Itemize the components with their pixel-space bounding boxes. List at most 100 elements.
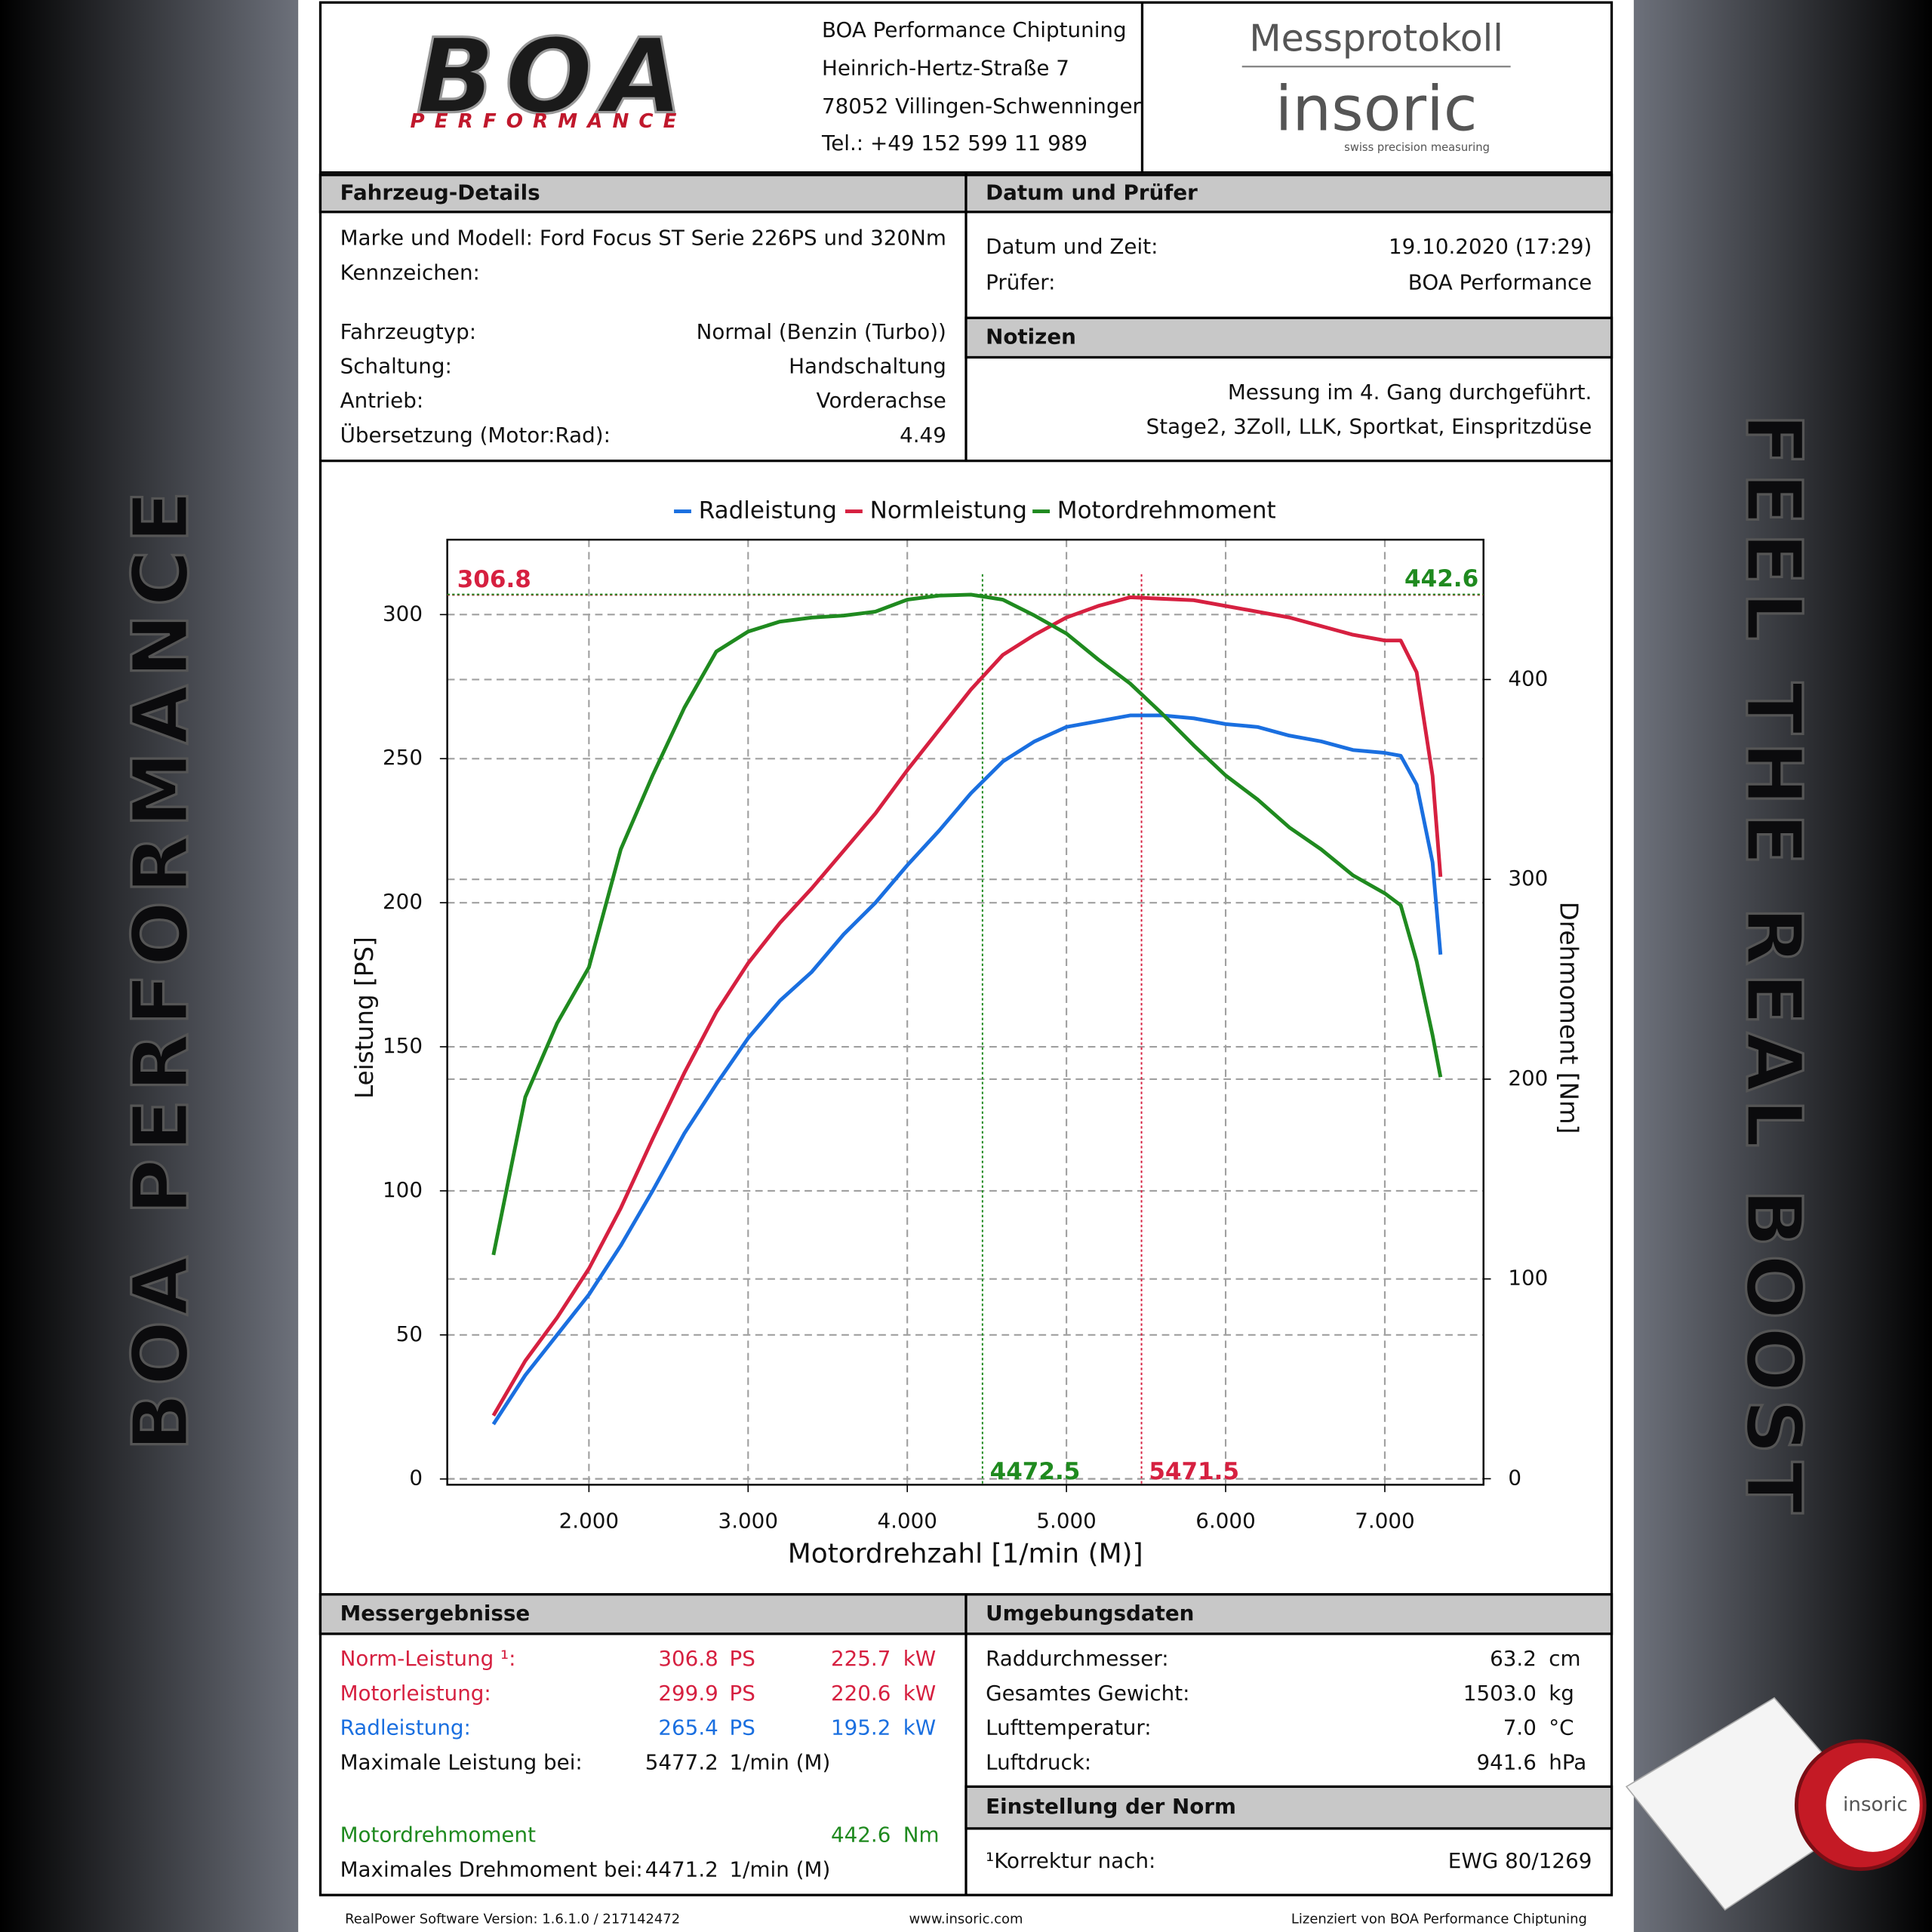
y-tick-label: 0 — [409, 1466, 423, 1491]
env-value: 7.0 — [1503, 1715, 1537, 1740]
env-label: Luftdruck: — [986, 1749, 1091, 1774]
y-tick-label: 50 — [396, 1321, 423, 1346]
y-tick-label: 100 — [383, 1177, 423, 1202]
env-value: 941.6 — [1476, 1749, 1536, 1774]
x-axis-label: Motordrehzahl [1/min (M)] — [788, 1538, 1143, 1569]
section-title: Notizen — [986, 324, 1076, 349]
plot-frame — [446, 538, 1484, 1486]
note-line: Messung im 4. Gang durchgeführt. — [1228, 380, 1592, 405]
row-label: Fahrzeugtyp: — [340, 319, 477, 344]
legend-label: Radleistung — [699, 497, 837, 525]
y2-tick-label: 100 — [1508, 1266, 1548, 1291]
env-value: 63.2 — [1490, 1646, 1537, 1671]
device-brand: insoric — [1843, 1793, 1908, 1816]
row-value: Ford Focus ST Serie 226PS und 320Nm — [540, 226, 946, 251]
device-face — [1826, 1758, 1920, 1852]
row-value: 19.10.2020 (17:29) — [1389, 234, 1592, 259]
y-tick-label: 300 — [383, 601, 423, 626]
result-value: 306.8 — [658, 1646, 718, 1671]
row-value: BOA Performance — [1408, 270, 1592, 295]
env-value: 1503.0 — [1463, 1681, 1537, 1706]
result-unit: PS — [730, 1646, 755, 1671]
row-value: Handschaltung — [789, 354, 946, 379]
note-line: Stage2, 3Zoll, LLK, Sportkat, Einspritzd… — [1146, 414, 1592, 439]
company-line: Tel.: +49 152 599 11 989 — [821, 131, 1088, 155]
brand: insoric — [1275, 74, 1478, 146]
result-unit: kW — [903, 1681, 937, 1706]
side-text: FEEL THE REAL BOOST — [1729, 414, 1818, 1521]
y2-tick-label: 300 — [1508, 866, 1548, 891]
row-label: Datum und Zeit: — [986, 234, 1158, 259]
side-text: BOA PERFORMANCE — [116, 483, 205, 1451]
result-unit: PS — [730, 1715, 755, 1740]
y2-tick-label: 0 — [1508, 1465, 1521, 1490]
legend-label: Motordrehmoment — [1057, 497, 1276, 525]
result-label: Maximale Leistung bei: — [340, 1749, 583, 1774]
env-label: Raddurchmesser: — [986, 1646, 1169, 1671]
logo-sub: PERFORMANCE — [411, 110, 687, 133]
x-tick-label: 6.000 — [1195, 1508, 1255, 1533]
result-value: 299.9 — [658, 1681, 718, 1706]
env-label: Gesamtes Gewicht: — [986, 1681, 1189, 1706]
result-value: 442.6 — [831, 1823, 891, 1847]
result-unit: PS — [730, 1681, 755, 1706]
series-line — [491, 592, 1443, 1256]
result-value: 195.2 — [831, 1715, 891, 1740]
env-label: Lufttemperatur: — [986, 1715, 1152, 1740]
row-value: Vorderachse — [817, 388, 946, 413]
x-tick-label: 2.000 — [559, 1508, 619, 1533]
row-label: Kennzeichen: — [340, 260, 480, 285]
footer-text: Lizenziert von BOA Performance Chiptunin… — [1291, 1912, 1587, 1927]
company-line: BOA Performance Chiptuning — [822, 17, 1127, 42]
side-panel — [1633, 0, 1932, 1932]
side-panel — [0, 0, 299, 1932]
series-line — [491, 595, 1443, 1417]
result-unit: kW — [903, 1646, 937, 1671]
env-unit: cm — [1549, 1646, 1580, 1671]
result-label: Radleistung: — [340, 1715, 471, 1740]
norm-label: ¹Korrektur nach: — [986, 1848, 1155, 1873]
y-tick-label: 200 — [383, 889, 423, 914]
logo: BOA — [416, 17, 692, 137]
company-line: 78052 Villingen-Schwenninger — [822, 94, 1142, 118]
result-label: Norm-Leistung ¹: — [340, 1646, 516, 1671]
x-tick-label: 3.000 — [718, 1508, 778, 1533]
result-unit: 1/min (M) — [730, 1749, 831, 1774]
y2-tick-label: 200 — [1508, 1066, 1548, 1091]
row-value: Normal (Benzin (Turbo)) — [697, 319, 946, 344]
result-label: Maximales Drehmoment bei: — [340, 1857, 643, 1881]
footer-text: www.insoric.com — [909, 1912, 1023, 1927]
section-title: Datum und Prüfer — [986, 180, 1198, 205]
env-unit: kg — [1549, 1681, 1574, 1706]
row-label: Marke und Modell: — [340, 226, 533, 251]
result-label: Motordrehmoment — [340, 1823, 536, 1847]
x-tick-label: 4.000 — [877, 1508, 937, 1533]
marker-label: 442.6 — [1404, 565, 1478, 592]
result-label: Motorleistung: — [340, 1681, 491, 1706]
row-label: Schaltung: — [340, 354, 452, 379]
result-unit: kW — [903, 1715, 937, 1740]
y-tick-label: 150 — [383, 1033, 423, 1058]
result-value: 4471.2 — [645, 1857, 718, 1881]
env-unit: °C — [1549, 1715, 1574, 1740]
result-value: 225.7 — [831, 1646, 891, 1671]
row-label: Prüfer: — [986, 270, 1055, 295]
result-value: 5477.2 — [645, 1749, 718, 1774]
brand-tagline: swiss precision measuring — [1344, 141, 1490, 154]
y-tick-label: 250 — [383, 745, 423, 770]
footer-text: RealPower Software Version: 1.6.1.0 / 21… — [345, 1912, 680, 1927]
section-title: Messergebnisse — [340, 1601, 531, 1626]
result-unit: Nm — [903, 1823, 940, 1847]
env-unit: hPa — [1549, 1749, 1586, 1774]
section-headers — [318, 174, 1614, 1830]
y2-tick-label: 400 — [1508, 666, 1548, 691]
x-tick-label: 5.000 — [1036, 1508, 1096, 1533]
legend-label: Normleistung — [870, 497, 1027, 525]
norm-value: EWG 80/1269 — [1448, 1848, 1592, 1873]
series-line — [491, 713, 1443, 1426]
row-value: 4.49 — [900, 423, 946, 448]
section-title: Umgebungsdaten — [986, 1601, 1194, 1626]
row-label: Übersetzung (Motor:Rad): — [340, 422, 611, 448]
y2-axis-label: Drehmoment [Nm] — [1555, 902, 1583, 1134]
